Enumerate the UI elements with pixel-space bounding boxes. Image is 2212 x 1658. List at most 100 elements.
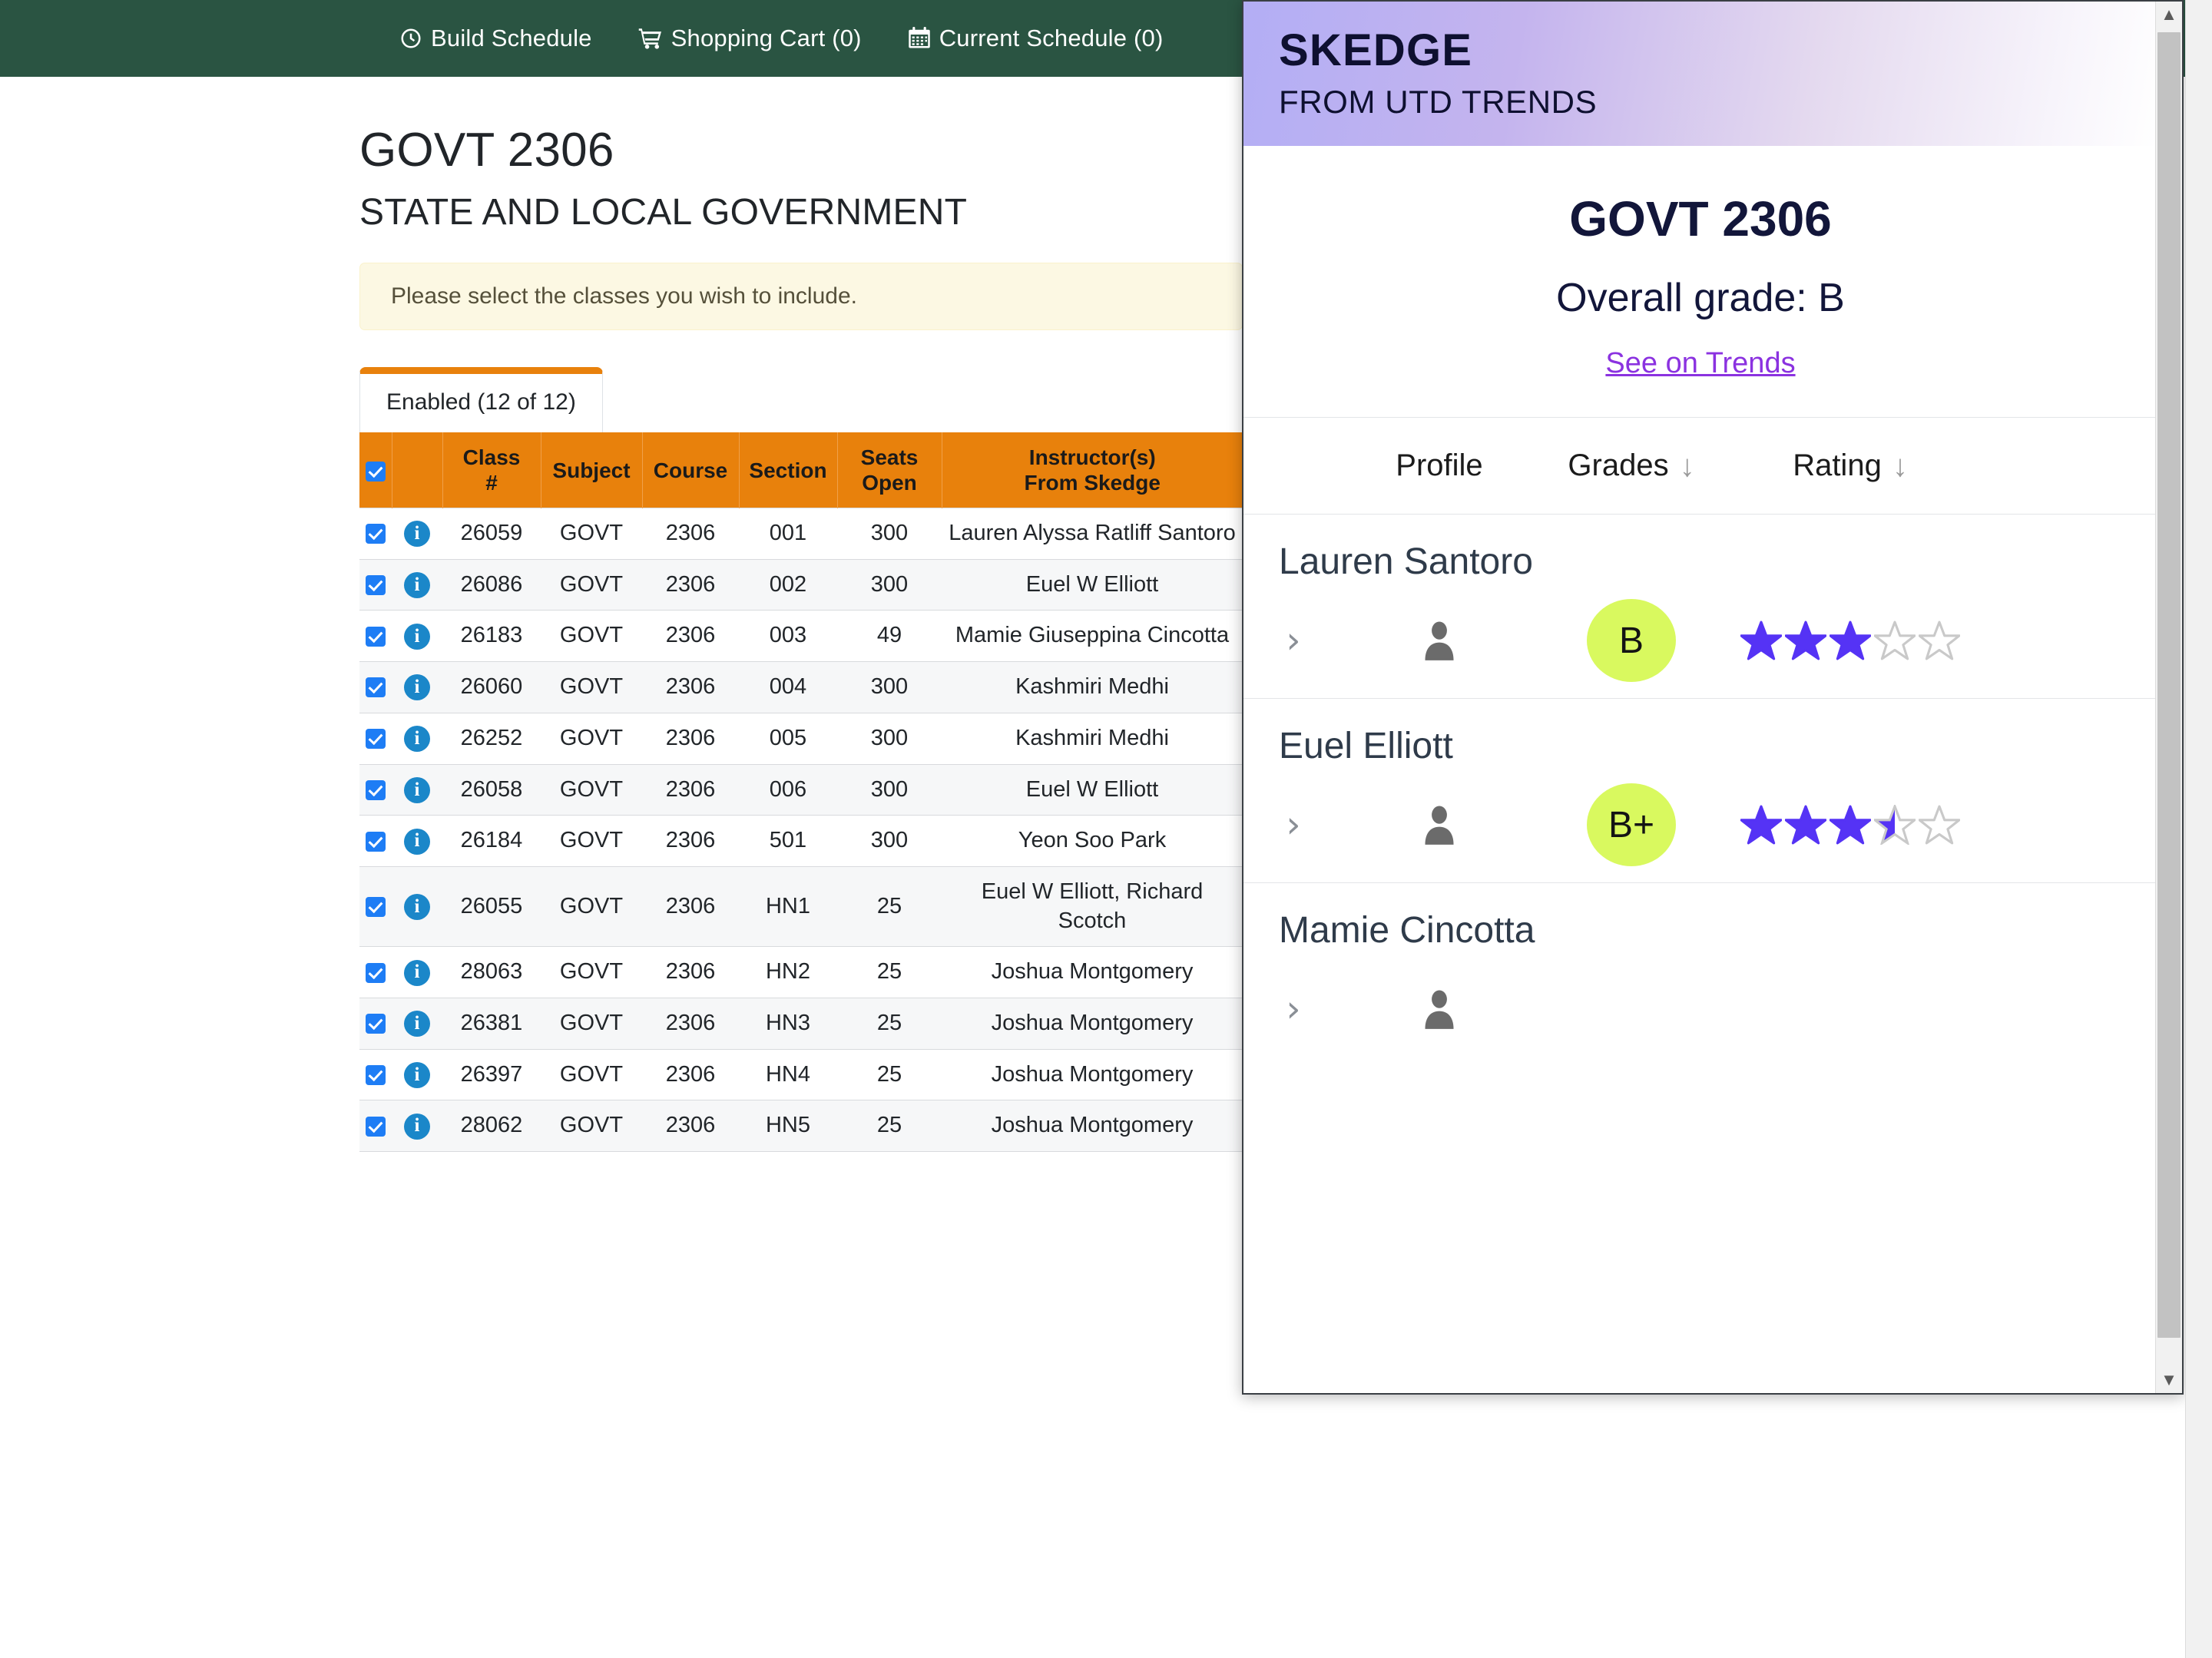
cell-section: 003 [739,610,837,663]
column-header-rating[interactable]: Rating ↓ [1750,448,1950,483]
column-header-grades[interactable]: Grades ↓ [1535,448,1727,483]
expand-cell[interactable]: › [1243,622,1343,659]
instructor-header[interactable]: Instructor(s) From Skedge [942,432,1243,508]
row-select-checkbox[interactable] [366,626,386,647]
scroll-down-icon[interactable]: ▼ [2161,1370,2177,1389]
row-select-checkbox[interactable] [366,897,386,918]
instructor-row[interactable]: Euel Elliott › B+ [1243,698,2157,882]
instructor-row[interactable]: Lauren Santoro › B [1243,514,2157,698]
classes-table: Class # Subject Course Section Seats Ope… [359,432,1243,1152]
tab-bar: Enabled (12 of 12) [359,367,2212,432]
skedge-panel-body: SKEDGE FROM UTD TRENDS GOVT 2306 Overall… [1243,2,2157,1393]
sort-down-icon: ↓ [1679,448,1695,483]
cell-course: 2306 [642,998,739,1050]
info-icon[interactable]: i [404,776,430,803]
info-icon[interactable]: i [404,572,430,599]
star-filled-icon [1830,621,1871,660]
chevron-right-icon[interactable]: › [1286,988,1301,1031]
row-select-checkbox[interactable] [366,779,386,800]
person-icon[interactable] [1419,619,1459,662]
table-row[interactable]: i 26252 GOVT 2306 005 300 Kashmiri Medhi [359,713,1243,765]
profile-cell[interactable] [1343,619,1535,662]
scroll-up-icon[interactable]: ▲ [2161,5,2177,24]
panel-scrollbar-thumb[interactable] [2157,32,2181,1338]
course-header[interactable]: Course [642,432,740,508]
instructor-cells: › [1243,951,2157,1067]
info-icon[interactable]: i [404,726,430,753]
row-select-checkbox[interactable] [366,962,386,983]
row-checkbox-cell [359,815,392,867]
panel-scrollbar[interactable]: ▲ ▼ [2155,2,2182,1393]
subject-header[interactable]: Subject [541,432,643,508]
instructor-column-headers: Profile Grades ↓ Rating ↓ [1243,418,2157,514]
row-select-checkbox[interactable] [366,831,386,852]
table-row[interactable]: i 26381 GOVT 2306 HN3 25 Joshua Montgomery [359,998,1243,1050]
nav-build-schedule[interactable]: Build Schedule [399,25,592,52]
class-number-header-line1: Class [462,445,521,469]
grade-badge: B [1587,599,1676,682]
chevron-right-icon[interactable]: › [1286,803,1301,846]
row-select-checkbox[interactable] [366,677,386,698]
info-icon[interactable]: i [404,521,430,548]
nav-current-schedule[interactable]: Current Schedule (0) [908,25,1164,52]
expand-cell[interactable]: › [1243,991,1343,1028]
nav-shopping-cart[interactable]: Shopping Cart (0) [638,25,862,52]
star-filled-icon [1830,805,1871,845]
cell-seats-open: 25 [837,1100,942,1152]
cell-course: 2306 [642,1049,739,1101]
info-column-header [392,432,443,508]
info-icon[interactable]: i [404,1011,430,1037]
page-scrollbar[interactable] [2185,0,2212,1658]
info-icon[interactable]: i [404,674,430,701]
row-info-cell: i [392,559,442,611]
row-select-checkbox[interactable] [366,1064,386,1085]
star-filled-icon [1785,805,1826,845]
person-icon[interactable] [1419,988,1459,1031]
class-number-header[interactable]: Class # [442,432,541,508]
cell-instructors: Euel W Elliott [942,764,1243,816]
table-row[interactable]: i 28063 GOVT 2306 HN2 25 Joshua Montgomery [359,946,1243,998]
info-icon[interactable]: i [404,959,430,986]
cell-seats-open: 300 [837,559,942,611]
cell-instructors: Kashmiri Medhi [942,713,1243,765]
info-icon[interactable]: i [404,1113,430,1140]
rating-cell [1740,805,1960,845]
see-on-trends-link[interactable]: See on Trends [1605,347,1796,379]
info-icon[interactable]: i [404,894,430,921]
instructor-list: Lauren Santoro › B Euel Elliott › B+ Mamie Cin… [1243,514,2157,1067]
cell-course: 2306 [642,559,739,611]
info-icon[interactable]: i [404,623,430,650]
person-icon[interactable] [1419,803,1459,846]
row-select-checkbox[interactable] [366,729,386,750]
table-row[interactable]: i 26060 GOVT 2306 004 300 Kashmiri Medhi [359,661,1243,713]
expand-cell[interactable]: › [1243,806,1343,843]
classes-table-body: i 26059 GOVT 2306 001 300 Lauren Alyssa Ratlif… [359,508,1243,1152]
cell-seats-open: 300 [837,764,942,816]
row-select-checkbox[interactable] [366,1014,386,1034]
table-row[interactable]: i 26059 GOVT 2306 001 300 Lauren Alyssa Ratlif… [359,508,1243,560]
table-row[interactable]: i 26183 GOVT 2306 003 49 Mamie Giuseppina Cinc… [359,610,1243,663]
cell-class-number: 26055 [442,866,541,948]
row-select-checkbox[interactable] [366,524,386,544]
info-icon[interactable]: i [404,1061,430,1088]
profile-cell[interactable] [1343,803,1535,846]
table-row[interactable]: i 26058 GOVT 2306 006 300 Euel W Elliott [359,764,1243,816]
select-all-checkbox[interactable] [365,462,386,482]
seats-open-header[interactable]: Seats Open [837,432,942,508]
profile-cell[interactable] [1343,988,1535,1031]
select-all-header [359,432,392,508]
instructor-row[interactable]: Mamie Cincotta › [1243,882,2157,1067]
tab-enabled[interactable]: Enabled (12 of 12) [359,367,603,432]
table-row[interactable]: i 28062 GOVT 2306 HN5 25 Joshua Montgomery [359,1100,1243,1152]
table-row[interactable]: i 26086 GOVT 2306 002 300 Euel W Elliott [359,559,1243,611]
table-row[interactable]: i 26055 GOVT 2306 HN1 25 Euel W Elliott, Richa… [359,866,1243,948]
chevron-right-icon[interactable]: › [1286,619,1301,662]
row-checkbox-cell [359,713,392,765]
table-row[interactable]: i 26184 GOVT 2306 501 300 Yeon Soo Park [359,815,1243,867]
section-header[interactable]: Section [739,432,838,508]
cell-seats-open: 25 [837,946,942,998]
row-select-checkbox[interactable] [366,1116,386,1137]
info-icon[interactable]: i [404,828,430,855]
table-row[interactable]: i 26397 GOVT 2306 HN4 25 Joshua Montgomery [359,1049,1243,1101]
row-select-checkbox[interactable] [366,575,386,596]
